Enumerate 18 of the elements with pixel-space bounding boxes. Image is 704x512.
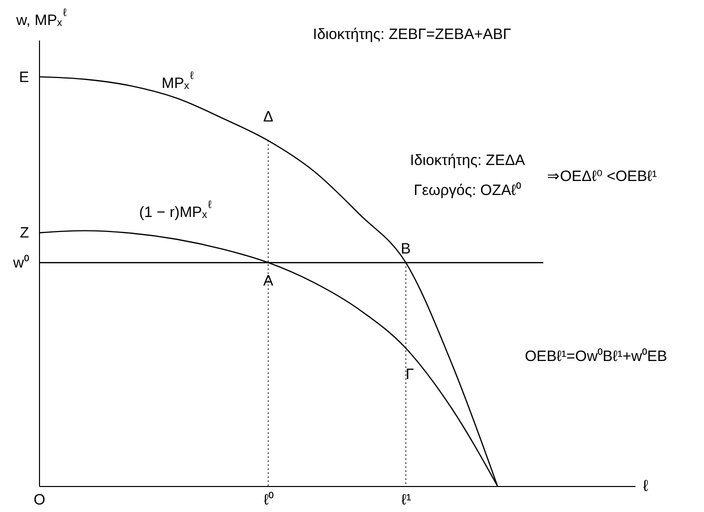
- annotation: ΟΕΒℓ¹=Οw⁰Βℓ¹+w⁰ΕΒ: [524, 348, 668, 365]
- x-tick-label: O: [34, 492, 46, 508]
- annotation: Ε: [18, 68, 29, 86]
- text: MPₓ: [162, 75, 189, 92]
- x-axis-title: ℓ: [190, 70, 194, 82]
- annotation: ⇒ΟΕΔℓ⁰ <ΟΕΒℓ¹: [547, 168, 657, 185]
- annotation: Δ: [263, 108, 274, 126]
- annotation: Α: [263, 272, 274, 290]
- annotation: Γεωργός: ΟΖΑℓ⁰: [414, 182, 521, 199]
- annotation: w⁰: [12, 254, 29, 272]
- annotation: Γ: [406, 366, 414, 384]
- annotation: Ζ: [20, 224, 29, 242]
- text: ℓ: [643, 478, 648, 495]
- x-tick-label: ℓ⁰: [264, 492, 274, 508]
- annotation: Β: [400, 240, 411, 258]
- x-tick-label: ℓ¹: [401, 492, 412, 508]
- text: Ιδιοκτήτης: ΖΕΒΓ=ΖΕΒΑ+ΑΒΓ: [312, 26, 512, 43]
- annotation: Ιδιοκτήτης: ΖΕΔΑ: [410, 152, 525, 169]
